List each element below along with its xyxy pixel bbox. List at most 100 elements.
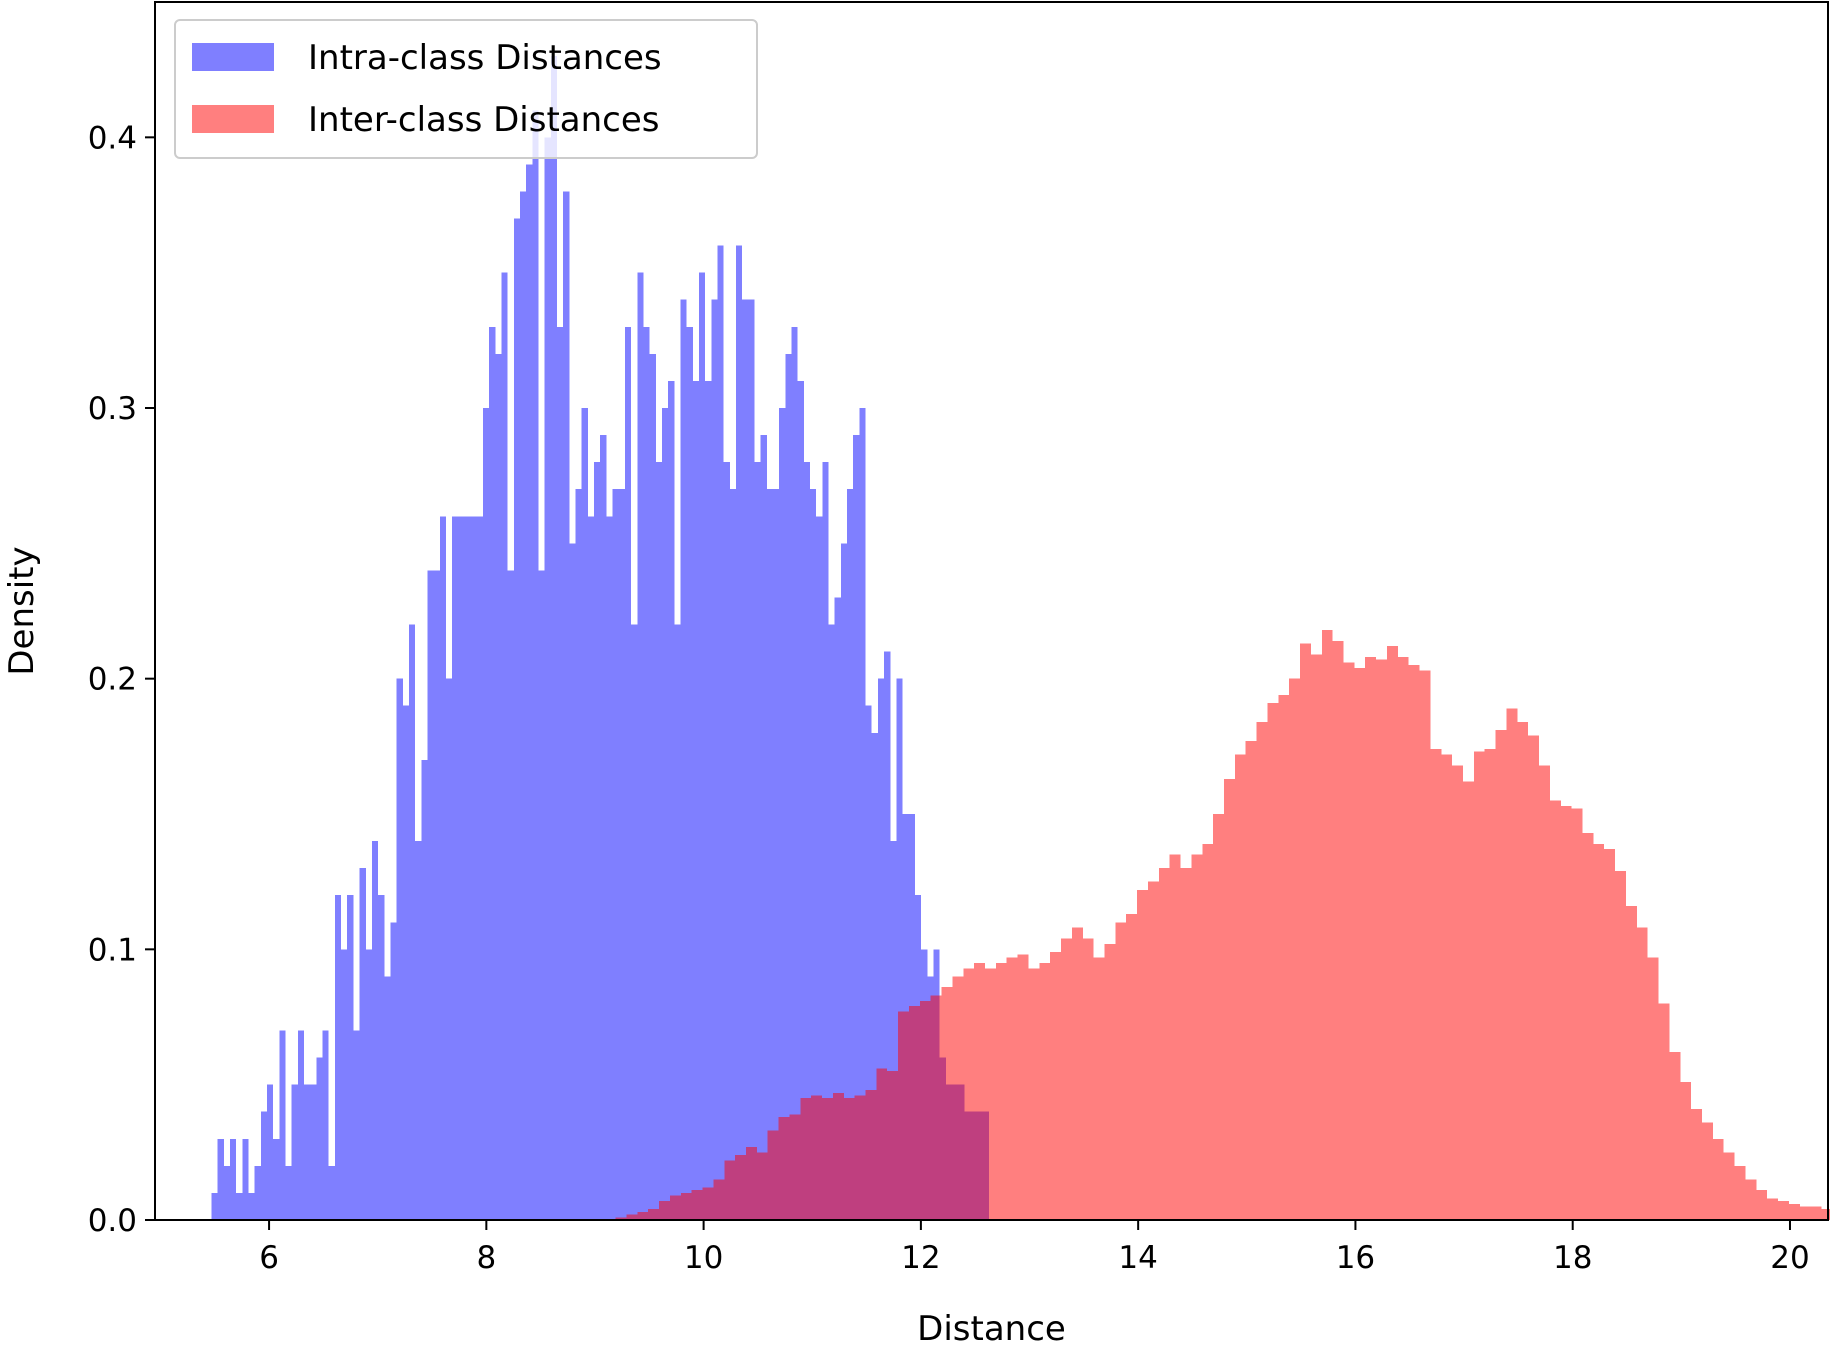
histogram-bar xyxy=(1310,654,1322,1220)
histogram-bar xyxy=(390,922,397,1220)
histogram-bar xyxy=(1517,721,1529,1220)
x-tick-label: 6 xyxy=(259,1240,279,1276)
histogram-bar xyxy=(643,326,650,1220)
histogram-bar xyxy=(1462,781,1474,1220)
histogram-bar xyxy=(735,245,743,1221)
histogram-bar xyxy=(254,1165,261,1220)
histogram-bar xyxy=(1408,665,1420,1220)
histogram-bar xyxy=(458,516,465,1220)
x-tick-label: 12 xyxy=(901,1240,940,1276)
histogram-bar xyxy=(1821,1209,1830,1220)
histogram-bar xyxy=(1050,952,1062,1220)
histogram-bar xyxy=(285,1165,292,1220)
x-tick-label: 16 xyxy=(1336,1240,1375,1276)
histogram-bar xyxy=(803,462,811,1221)
x-axis-label: Distance xyxy=(917,1309,1066,1349)
histogram-bar xyxy=(594,462,601,1221)
y-axis-label: Density xyxy=(2,546,42,675)
histogram-bar xyxy=(1593,843,1605,1220)
histogram-bar xyxy=(1278,694,1290,1220)
histogram-bar xyxy=(865,705,872,1220)
histogram-bar xyxy=(1484,749,1496,1220)
histogram-bar xyxy=(347,895,354,1220)
histogram-bar xyxy=(745,1146,757,1220)
histogram-bar xyxy=(248,1192,255,1220)
histogram-bar xyxy=(1321,629,1333,1220)
histogram-bar xyxy=(698,272,706,1221)
histogram-bar xyxy=(526,164,533,1220)
histogram-bar xyxy=(353,1030,360,1220)
histogram-bar xyxy=(618,489,625,1220)
histogram-bar xyxy=(995,962,1007,1220)
histogram-bar xyxy=(341,949,348,1220)
histogram-bar xyxy=(575,489,582,1220)
histogram-bar xyxy=(1365,657,1377,1220)
histogram-bar xyxy=(476,516,483,1220)
histogram-bar xyxy=(661,408,669,1220)
histogram-bar xyxy=(489,326,496,1220)
histogram-bar xyxy=(778,1117,790,1220)
histogram-bar xyxy=(1223,778,1235,1220)
histogram-bar xyxy=(631,624,638,1220)
y-axis: 0.0 0.1 0.2 0.3 0.4 xyxy=(88,120,155,1239)
histogram-bar xyxy=(853,435,860,1221)
histogram-bar xyxy=(378,895,385,1220)
histogram-bar xyxy=(1723,1152,1735,1220)
histogram-bar xyxy=(495,353,502,1220)
y-tick-label: 0.2 xyxy=(88,662,137,698)
histogram-bar xyxy=(871,732,878,1220)
histogram-bar xyxy=(470,516,477,1220)
histogram-bar xyxy=(705,380,712,1220)
histogram-bar xyxy=(779,408,786,1220)
histogram-bar xyxy=(1267,703,1279,1220)
histogram-bar xyxy=(1137,889,1148,1220)
histogram-bar xyxy=(322,1030,329,1220)
histogram-bar xyxy=(1147,881,1159,1220)
histogram-bar xyxy=(1061,938,1072,1220)
histogram-bar xyxy=(655,462,662,1221)
histogram-bar xyxy=(984,968,996,1220)
histogram-bar xyxy=(659,1201,670,1220)
histogram-bar xyxy=(1202,843,1214,1220)
histogram-bar xyxy=(748,299,755,1220)
histogram-bar xyxy=(828,624,835,1220)
histogram-bar xyxy=(279,1030,286,1220)
histogram-bar xyxy=(847,489,854,1220)
legend-swatch-intra xyxy=(192,43,274,71)
histogram-bar xyxy=(908,1006,920,1220)
histogram-bar xyxy=(760,435,767,1221)
histogram-bar xyxy=(930,995,942,1220)
histogram-bar xyxy=(735,1155,746,1220)
histogram-bar xyxy=(680,1192,692,1220)
histogram-bar xyxy=(876,1068,888,1220)
histogram-bar xyxy=(1810,1206,1822,1220)
histogram-bar xyxy=(563,191,570,1220)
histogram-bar xyxy=(843,1098,855,1220)
histogram-bar xyxy=(1386,646,1398,1220)
histogram-bar xyxy=(800,1098,812,1220)
histogram-bar xyxy=(1701,1122,1713,1220)
histogram-bar xyxy=(854,1095,866,1220)
histogram-bar xyxy=(1256,721,1268,1220)
series-inter xyxy=(615,629,1830,1220)
legend-swatch-inter xyxy=(192,105,274,133)
histogram-bar xyxy=(1539,765,1550,1220)
histogram-bar xyxy=(791,326,798,1220)
histogram-bar xyxy=(1528,735,1540,1220)
x-tick-label: 8 xyxy=(476,1240,496,1276)
histogram-bar xyxy=(840,543,848,1220)
histogram-bar xyxy=(1734,1165,1746,1220)
histogram-bar xyxy=(316,1057,323,1220)
histogram-bar xyxy=(291,1084,298,1220)
histogram-bar xyxy=(507,570,514,1220)
histogram-bar xyxy=(702,1187,714,1220)
histogram-bar xyxy=(1245,740,1257,1220)
x-axis: 6 8 10 12 14 16 18 20 xyxy=(259,1220,1810,1276)
histogram-bar xyxy=(1332,640,1344,1220)
histogram-bar xyxy=(1506,708,1518,1220)
histogram-bar xyxy=(756,1152,768,1220)
histogram-bar xyxy=(615,1217,627,1220)
histogram-bar xyxy=(773,489,780,1220)
histogram-bar xyxy=(581,408,588,1220)
